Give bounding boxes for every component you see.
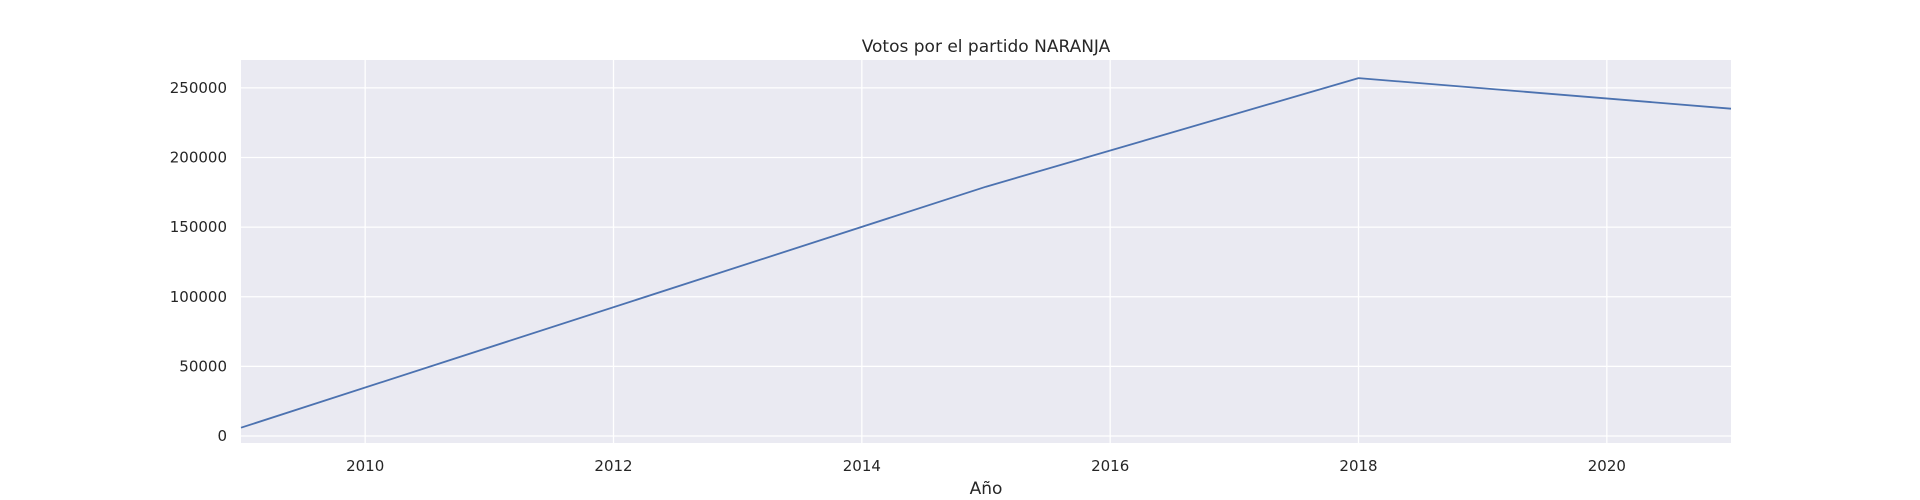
x-tick-label: 2014 bbox=[843, 457, 881, 475]
series-line bbox=[240, 77, 1732, 429]
y-tick-label: 100000 bbox=[170, 288, 227, 306]
x-tick-label: 2018 bbox=[1339, 457, 1377, 475]
x-tick-labels: 2010 2012 2014 2016 2018 2020 bbox=[346, 457, 1626, 475]
y-tick-label: 150000 bbox=[170, 218, 227, 236]
plot-area bbox=[241, 60, 1731, 443]
x-axis-label: Año bbox=[970, 479, 1003, 499]
chart-title: Votos por el partido NARANJA bbox=[862, 37, 1111, 57]
series-group bbox=[240, 77, 1732, 429]
x-tick-label: 2012 bbox=[594, 457, 632, 475]
y-tick-label: 0 bbox=[217, 427, 227, 445]
y-tick-label: 200000 bbox=[170, 148, 227, 166]
x-tick-label: 2010 bbox=[346, 457, 384, 475]
x-tick-label: 2020 bbox=[1588, 457, 1626, 475]
y-tick-label: 50000 bbox=[179, 357, 227, 375]
y-tick-label: 250000 bbox=[170, 79, 227, 97]
y-tick-labels: 0 50000 100000 150000 200000 250000 bbox=[170, 79, 227, 445]
x-tick-label: 2016 bbox=[1091, 457, 1129, 475]
